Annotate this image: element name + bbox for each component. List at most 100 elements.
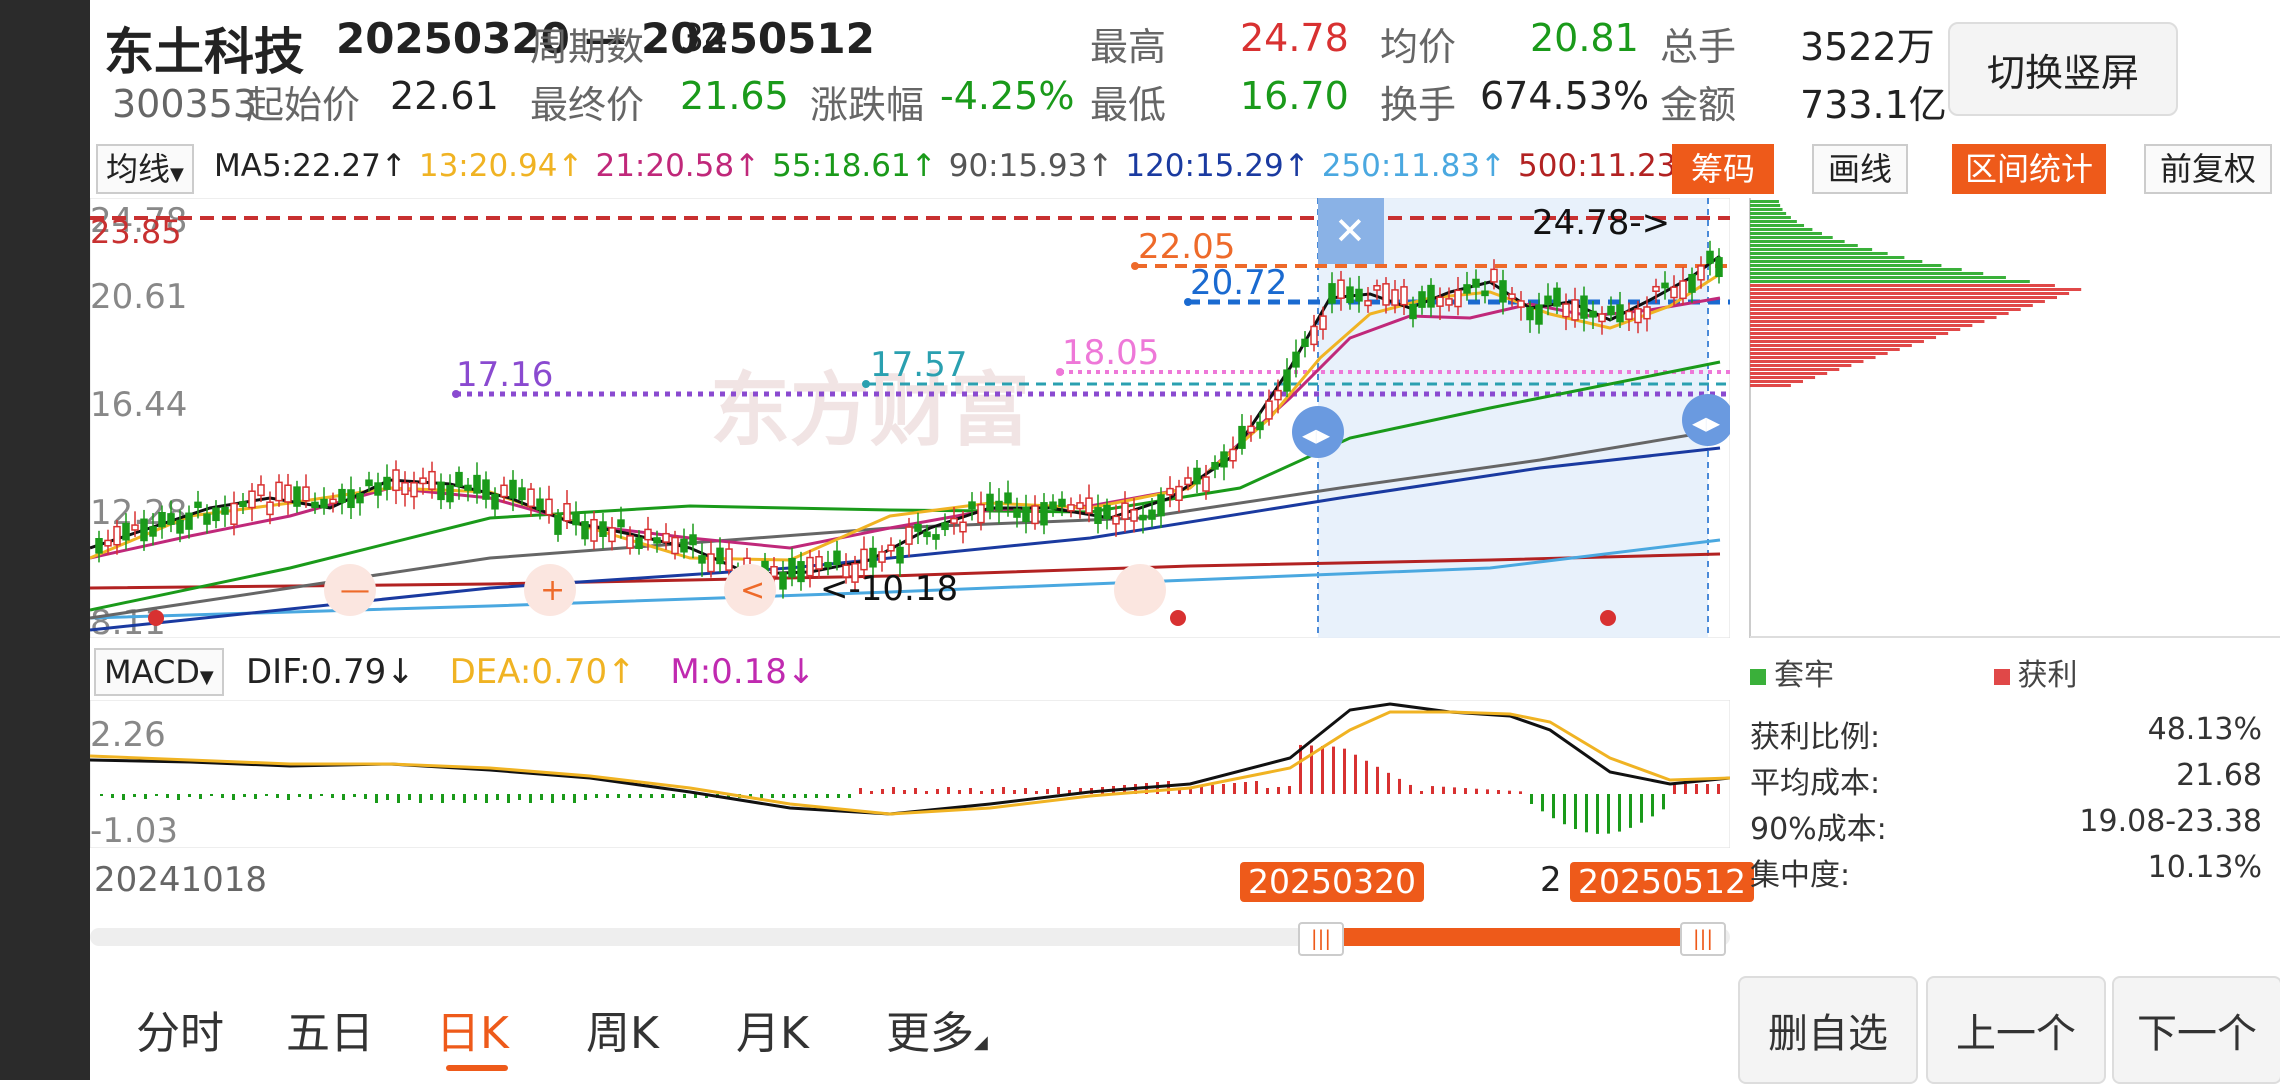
pattern-marker[interactable] xyxy=(724,564,776,616)
candle xyxy=(878,551,886,563)
candle xyxy=(1589,310,1597,318)
next-stock-button[interactable]: 下一个 xyxy=(2112,976,2280,1084)
macd-histogram-bar xyxy=(320,794,323,796)
macd-histogram-bar xyxy=(1299,744,1302,794)
tab-daily-k[interactable]: 日K xyxy=(436,1008,509,1059)
chip-bar xyxy=(1750,376,1816,379)
candle xyxy=(1526,307,1534,321)
candle xyxy=(590,518,598,542)
macd-histogram-bar xyxy=(1189,787,1192,794)
chip-bar xyxy=(1750,220,1797,223)
macd-histogram-bar xyxy=(441,794,444,803)
tab-five-day[interactable]: 五日 xyxy=(286,1008,374,1059)
stat-value: 20.81 xyxy=(1530,16,1639,60)
chip-stat-row: 90%成本: 19.08-23.38 xyxy=(1750,804,2262,847)
chip-bar xyxy=(1750,320,1985,323)
close-icon[interactable]: ✕ xyxy=(1334,209,1366,253)
ma-value: 90:15.93↑ xyxy=(948,148,1114,184)
candle xyxy=(1571,299,1579,321)
start-date-label: 20241018 xyxy=(94,860,268,900)
candle xyxy=(509,479,517,499)
macd-histogram-bar xyxy=(1288,786,1291,794)
macd-histogram-bar xyxy=(1387,772,1390,794)
candle xyxy=(158,511,166,528)
candle xyxy=(1418,291,1426,308)
candle xyxy=(923,531,931,538)
timeline-selection[interactable]: ||| ||| xyxy=(1298,922,1726,956)
interval-stats-button[interactable]: 区间统计 xyxy=(1952,144,2106,194)
candle xyxy=(320,498,328,509)
kline-chart[interactable]: 东方财富 24.78 23.85 20.61 16.44 12.28 8.11 … xyxy=(89,197,1734,643)
legend-trapped: 套牢 xyxy=(1750,658,1834,693)
tab-weekly-k[interactable]: 周K xyxy=(586,1008,659,1059)
pattern-marker[interactable] xyxy=(1114,564,1166,616)
macd-histogram-bar xyxy=(804,794,807,798)
candle xyxy=(104,539,112,547)
chip-bar xyxy=(1750,380,1803,383)
timeline-start-handle[interactable]: ||| xyxy=(1298,922,1344,956)
candle xyxy=(896,546,904,564)
kline-svg[interactable]: 东方财富 24.78 23.85 20.61 16.44 12.28 8.11 … xyxy=(89,197,1734,643)
macd-histogram-bar xyxy=(881,789,884,794)
ma-indicator-bar: 均线▼ MA5:22.27↑ 13:20.94↑ 21:20.58↑ 55:18.61… xyxy=(90,140,2280,198)
macd-histogram-bar xyxy=(958,790,961,794)
ma-value: 55:18.61↑ xyxy=(772,148,937,184)
pattern-marker[interactable] xyxy=(524,564,576,616)
interval-end-handle[interactable] xyxy=(1682,394,1734,446)
candle xyxy=(833,550,841,566)
chip-bar xyxy=(1750,292,2070,295)
macd-histogram-bar xyxy=(1519,791,1522,794)
candle xyxy=(950,517,958,524)
macd-histogram-bar xyxy=(1464,788,1467,794)
chip-bar xyxy=(1750,272,1984,275)
macd-histogram-bar xyxy=(771,794,774,798)
macd-histogram-bar xyxy=(298,794,301,797)
level-label: 17.16 xyxy=(456,355,553,395)
tab-more[interactable]: 更多◢ xyxy=(886,1008,988,1059)
chips-button[interactable]: 筹码 xyxy=(1672,144,1774,194)
macd-histogram-bar xyxy=(1200,786,1203,794)
candle xyxy=(473,474,481,494)
level-label: 22.05 xyxy=(1138,227,1235,267)
candle xyxy=(1130,509,1138,522)
macd-svg[interactable]: 2.26 -1.03 xyxy=(89,699,1731,851)
candle xyxy=(1013,508,1021,518)
stat-label: 最高 xyxy=(1090,25,1167,69)
candle xyxy=(1040,502,1048,526)
candle xyxy=(1283,369,1291,392)
previous-stock-button[interactable]: 上一个 xyxy=(1926,976,2106,1084)
macd-histogram-bar xyxy=(518,794,521,800)
ma-value: 13:20.94↑ xyxy=(418,148,584,184)
chip-bar xyxy=(1750,384,1791,387)
stat-value: -4.25% xyxy=(940,74,1075,118)
candle xyxy=(1319,315,1327,330)
tab-intraday[interactable]: 分时 xyxy=(136,1008,224,1059)
pattern-marker[interactable] xyxy=(324,564,376,616)
candle xyxy=(1598,313,1606,323)
watermark: 东方财富 xyxy=(710,364,1030,457)
candle xyxy=(1679,280,1687,300)
signal-dot xyxy=(1600,610,1616,626)
adjust-price-button[interactable]: 前复权 xyxy=(2144,144,2272,194)
timeline-end-handle[interactable]: ||| xyxy=(1680,922,1726,956)
macd-histogram-bar xyxy=(1398,778,1401,794)
macd-histogram-bar xyxy=(650,794,653,798)
candle xyxy=(1355,288,1363,302)
tab-monthly-k[interactable]: 月K xyxy=(736,1008,809,1059)
interval-start-handle[interactable] xyxy=(1292,406,1344,458)
macd-selector[interactable]: MACD▼ xyxy=(94,648,224,696)
chip-bar xyxy=(1750,336,1937,339)
chip-bar xyxy=(1750,308,2021,311)
stock-name: 东土科技 xyxy=(104,23,304,81)
switch-portrait-button[interactable]: 切换竖屏 xyxy=(1948,22,2178,116)
close-interval-button[interactable] xyxy=(1318,198,1384,264)
draw-line-button[interactable]: 画线 xyxy=(1812,144,1908,194)
macd-histogram-bar xyxy=(1178,788,1181,794)
remove-watchlist-button[interactable]: 删自选 xyxy=(1738,976,1918,1084)
macd-chart[interactable]: 2.26 -1.03 xyxy=(89,699,1731,852)
stat-label: 金额 xyxy=(1660,83,1737,127)
stat-value: 22.61 xyxy=(390,74,499,118)
candle xyxy=(653,537,661,544)
candle xyxy=(797,561,805,583)
ma-selector[interactable]: 均线▼ xyxy=(96,144,194,194)
